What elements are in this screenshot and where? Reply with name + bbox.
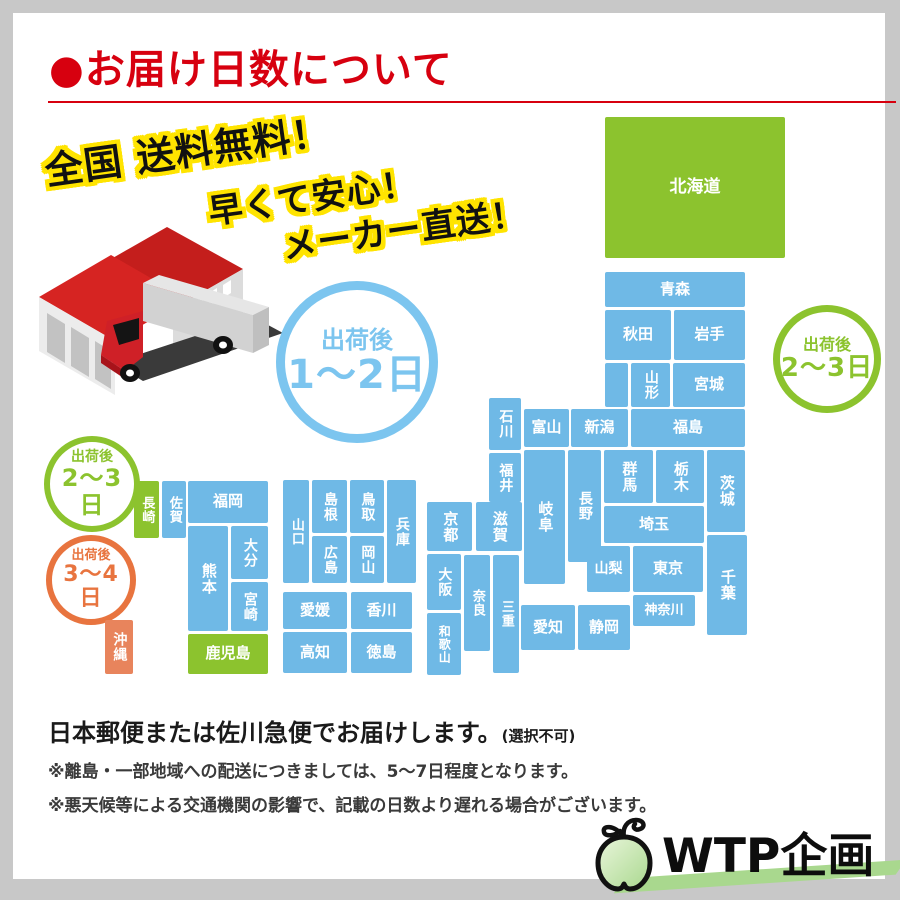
prefecture-block-福島: 福島	[631, 409, 745, 447]
page-title: ●お届け日数について	[49, 47, 453, 93]
warehouse-truck-illustration	[35, 205, 285, 414]
badge-label: 出荷後	[71, 547, 111, 563]
prefecture-block-鹿児島: 鹿児島	[188, 634, 268, 674]
prefecture-block-宮崎: 宮崎	[231, 582, 268, 631]
prefecture-block-新潟: 新潟	[571, 409, 628, 447]
prefecture-block-山口: 山口	[283, 480, 309, 583]
pear-icon	[595, 817, 653, 892]
map-filler-block	[605, 363, 628, 407]
shipping-badge-2-3-days-west: 出荷後 2～3日	[44, 436, 140, 532]
badge-days: 2～3日	[61, 464, 123, 519]
prefecture-block-静岡: 静岡	[578, 605, 630, 650]
prefecture-block-広島: 広島	[312, 536, 347, 583]
prefecture-block-長崎: 長崎	[134, 481, 159, 538]
prefecture-block-宮城: 宮城	[673, 363, 745, 407]
delivery-notes: 日本郵便または佐川急便でお届けします。(選択不可) ※離島・一部地域への配送につ…	[48, 713, 656, 816]
weather-delay-note: ※悪天候等による交通機関の影響で、記載の日数より遅れる場合がございます。	[48, 796, 657, 816]
prefecture-block-大阪: 大阪	[427, 554, 461, 610]
prefecture-block-京都: 京都	[427, 502, 472, 551]
prefecture-block-大分: 大分	[231, 526, 268, 579]
prefecture-block-東京: 東京	[633, 546, 703, 592]
prefecture-block-鳥取: 鳥取	[350, 480, 384, 533]
prefecture-block-茨城: 茨城	[707, 450, 745, 532]
company-logo: WTP企画	[588, 813, 900, 897]
prefecture-block-熊本: 熊本	[188, 526, 228, 631]
prefecture-block-沖縄: 沖縄	[105, 620, 133, 674]
shipping-badge-1-2-days: 出荷後 1～2日	[276, 281, 438, 443]
prefecture-block-岡山: 岡山	[350, 536, 384, 583]
prefecture-block-香川: 香川	[351, 592, 412, 629]
prefecture-block-長野: 長野	[568, 450, 601, 562]
prefecture-block-群馬: 群馬	[604, 450, 653, 503]
logo-text: WTP企画	[662, 829, 875, 884]
prefecture-block-徳島: 徳島	[351, 632, 412, 673]
remote-island-note: ※離島・一部地域への配送につきましては、5～7日程度となります。	[48, 762, 579, 782]
prefecture-block-岩手: 岩手	[674, 310, 745, 360]
prefecture-block-滋賀: 滋賀	[476, 502, 522, 551]
prefecture-block-三重: 三重	[493, 555, 519, 673]
prefecture-block-奈良: 奈良	[464, 555, 490, 651]
prefecture-block-愛知: 愛知	[521, 605, 575, 650]
badge-label: 出荷後	[321, 325, 393, 354]
prefecture-block-秋田: 秋田	[605, 310, 671, 360]
prefecture-block-千葉: 千葉	[707, 535, 747, 635]
badge-days: 2～3日	[780, 352, 874, 383]
delivery-carrier-text: 日本郵便または佐川急便でお届けします。	[48, 719, 502, 747]
warehouse-truck-icon	[39, 227, 283, 395]
prefecture-block-神奈川: 神奈川	[633, 595, 695, 626]
prefecture-block-佐賀: 佐賀	[162, 481, 186, 538]
prefecture-block-和歌山: 和歌山	[427, 613, 461, 675]
delivery-carrier-note: 日本郵便または佐川急便でお届けします。(選択不可)	[48, 713, 656, 748]
shipping-badge-2-3-days-east: 出荷後 2～3日	[773, 305, 881, 413]
prefecture-block-兵庫: 兵庫	[387, 480, 416, 583]
prefecture-block-福岡: 福岡	[188, 481, 268, 523]
prefecture-block-石川: 石川	[489, 398, 521, 450]
prefecture-block-栃木: 栃木	[656, 450, 704, 503]
prefecture-block-山形: 山形	[631, 363, 670, 407]
prefecture-block-高知: 高知	[283, 632, 347, 673]
page-background: ●お届け日数について 全国 送料無料！ 早くて安心！ メーカー直送！	[13, 13, 900, 894]
prefecture-block-島根: 島根	[312, 480, 347, 533]
no-choice-note: (選択不可)	[501, 727, 576, 745]
badge-days: 3～4日	[63, 561, 119, 612]
prefecture-block-富山: 富山	[524, 409, 569, 447]
prefecture-block-山梨: 山梨	[587, 546, 630, 592]
badge-days: 1～2日	[287, 352, 427, 399]
prefecture-block-岐阜: 岐阜	[524, 450, 565, 584]
prefecture-block-埼玉: 埼玉	[604, 506, 704, 543]
badge-label: 出荷後	[802, 334, 851, 354]
prefecture-block-青森: 青森	[605, 272, 745, 307]
title-underline	[48, 101, 896, 103]
prefecture-block-愛媛: 愛媛	[283, 592, 347, 629]
prefecture-block-北海道: 北海道	[605, 117, 785, 258]
badge-label: 出荷後	[71, 448, 113, 465]
shipping-badge-3-4-days: 出荷後 3～4日	[46, 535, 136, 625]
prefecture-block-福井: 福井	[489, 453, 521, 502]
